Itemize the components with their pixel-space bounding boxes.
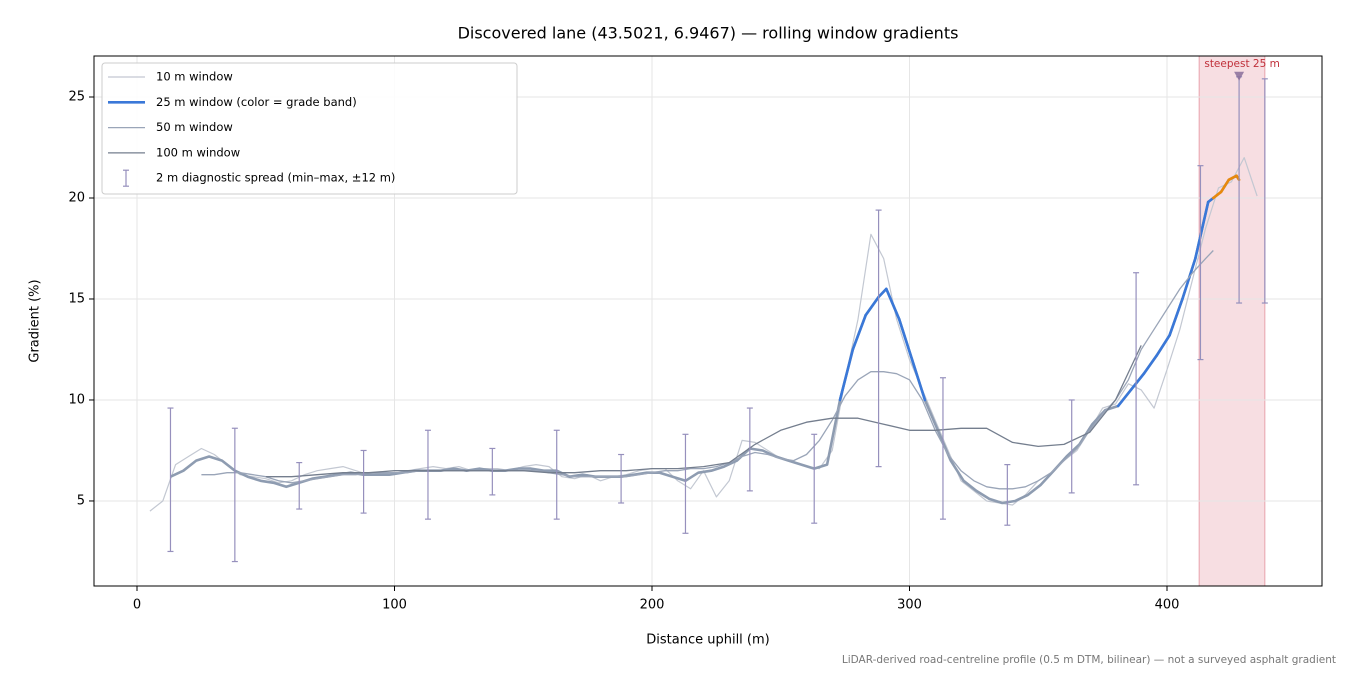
grade-band-segment [838, 348, 855, 402]
x-tick-label: 0 [133, 598, 141, 613]
legend-label: 50 m window [156, 120, 233, 134]
grade-band-segment [1194, 200, 1210, 260]
grade-band-segment [1168, 297, 1184, 337]
grade-band-segment [1155, 334, 1171, 357]
steepest-marker [1234, 71, 1245, 81]
y-tick-label: 10 [68, 392, 85, 407]
y-tick-label: 25 [68, 90, 85, 105]
plot-frame [93, 55, 1323, 587]
y-tick-label: 20 [68, 190, 85, 205]
grade-band-segment [1116, 388, 1133, 408]
grade-band-segment [1181, 257, 1197, 301]
legend-box [101, 62, 518, 195]
x-tick-label: 200 [640, 598, 665, 613]
y-axis-label: Gradient (%) [28, 279, 43, 362]
series-line [265, 345, 1142, 478]
grade-band-segment [1142, 354, 1158, 376]
x-axis-label: Distance uphill (m) [646, 633, 769, 648]
legend: 10 m window 25 m window (color = grade ba… [101, 62, 518, 195]
grade-band-segment [1212, 190, 1223, 200]
x-tick-label: 100 [382, 598, 407, 613]
annotation-text: steepest 25 m [1204, 58, 1279, 70]
legend-label: 2 m diagnostic spread (min–max, ±12 m) [156, 171, 395, 185]
grade-band-segment [910, 358, 927, 402]
legend-label: 10 m window [156, 70, 233, 84]
legend-label: 100 m window [156, 145, 240, 159]
grade-band-segment [897, 317, 914, 361]
highlight-span [1198, 55, 1266, 587]
grade-band-segment [885, 287, 901, 321]
y-tick-label: 5 [77, 493, 85, 508]
grade-band-segment [877, 287, 888, 299]
x-tick-label: 400 [1155, 598, 1180, 613]
legend-label: 25 m window (color = grade band) [156, 95, 357, 109]
grade-band-segment [1129, 372, 1146, 392]
grade-band-segment [851, 313, 868, 351]
x-tick-label: 300 [897, 598, 922, 613]
series-line [149, 157, 1258, 512]
footnote: LiDAR-derived road-centreline profile (0… [842, 654, 1336, 666]
chart-title: Discovered lane (43.5021, 6.9467) — roll… [458, 24, 959, 43]
y-tick-label: 15 [68, 291, 85, 306]
grade-band-segment [1227, 174, 1238, 182]
grade-band-segment [1219, 178, 1231, 194]
series-line [169, 174, 1241, 505]
grade-band-segment [864, 295, 880, 317]
series-line [201, 250, 1214, 490]
